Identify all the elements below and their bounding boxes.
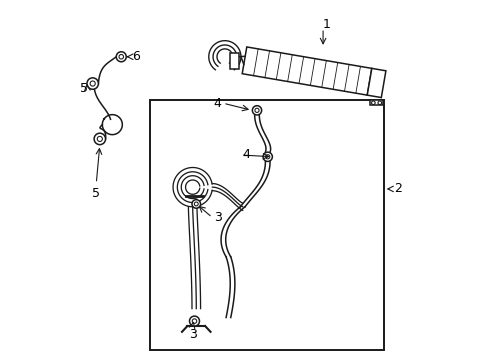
Circle shape	[116, 52, 126, 62]
Text: 4: 4	[213, 97, 221, 110]
Circle shape	[263, 152, 272, 161]
Text: 6: 6	[132, 50, 140, 63]
Bar	[230, 53, 239, 69]
Polygon shape	[366, 68, 385, 98]
Circle shape	[119, 54, 123, 59]
Text: 4: 4	[242, 148, 250, 162]
Polygon shape	[369, 100, 382, 105]
Circle shape	[377, 101, 381, 104]
Circle shape	[90, 81, 95, 86]
Circle shape	[97, 136, 102, 141]
Text: 2: 2	[393, 183, 401, 195]
Circle shape	[192, 319, 196, 323]
Bar	[149, 100, 383, 350]
Circle shape	[189, 316, 199, 326]
Circle shape	[252, 106, 261, 115]
Circle shape	[94, 133, 105, 145]
Text: 3: 3	[214, 211, 222, 224]
Text: 3: 3	[188, 328, 196, 341]
Text: 1: 1	[323, 18, 330, 31]
Text: 5: 5	[92, 187, 100, 200]
Text: 5: 5	[80, 82, 88, 95]
Circle shape	[87, 78, 98, 89]
Circle shape	[265, 155, 269, 159]
Circle shape	[371, 101, 374, 104]
Polygon shape	[242, 47, 371, 95]
Circle shape	[254, 108, 259, 112]
Circle shape	[192, 200, 200, 208]
Circle shape	[194, 202, 198, 206]
